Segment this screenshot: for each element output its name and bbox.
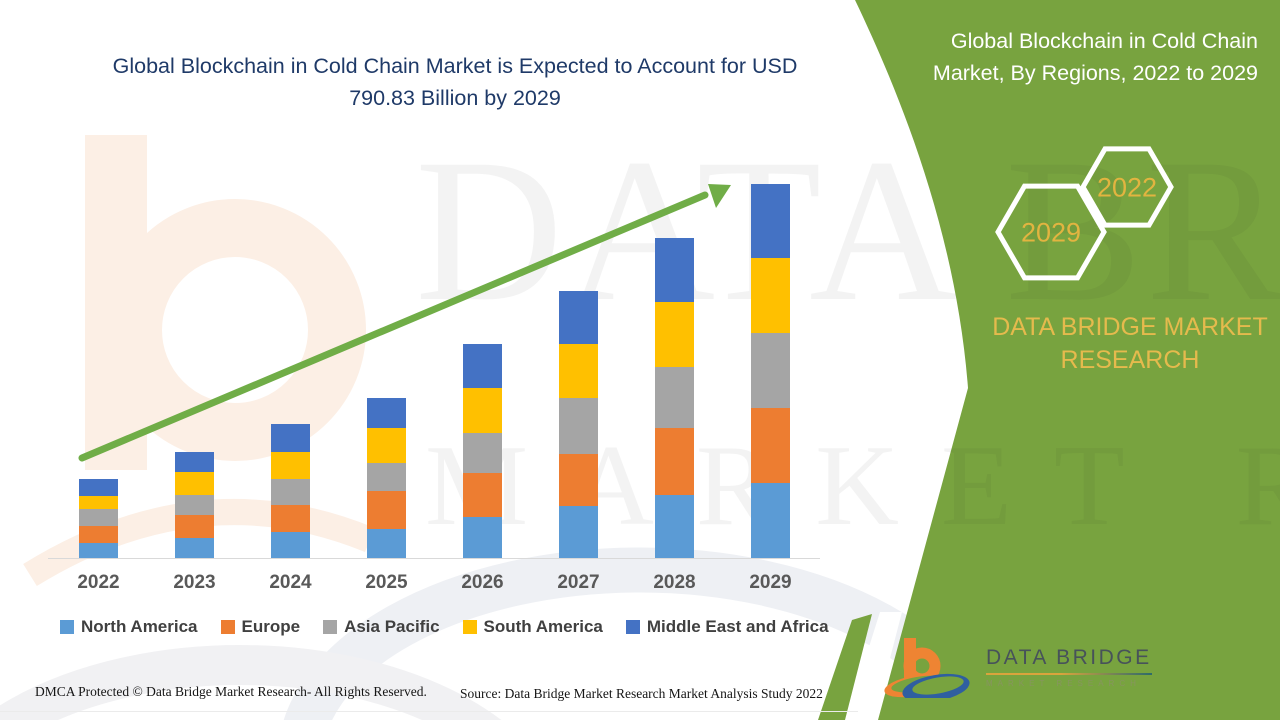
bar-segment-south-america [559, 343, 598, 398]
bar-segment-asia-pacific [559, 397, 598, 454]
bar-chart-area [79, 184, 790, 558]
stacked-bar-2028 [655, 238, 694, 558]
bar-segment-north-america [367, 529, 406, 558]
page-title: Global Blockchain in Cold Chain Market i… [55, 50, 855, 114]
bar-segment-south-america [655, 302, 694, 368]
legend-label: Middle East and Africa [646, 617, 829, 636]
bar-segment-europe [463, 473, 502, 517]
side-panel-title: Global Blockchain in Cold Chain Market, … [878, 25, 1270, 89]
bar-segment-europe [175, 515, 214, 538]
footer-divider-line [0, 711, 858, 712]
bar-segment-north-america [655, 495, 694, 558]
bar-segment-south-america [463, 388, 502, 434]
x-axis-label-2028: 2028 [653, 572, 696, 593]
legend-label: South America [483, 617, 603, 636]
bar-segment-south-america [271, 452, 310, 479]
bar-segment-europe [751, 408, 790, 483]
bar-segment-north-america [271, 532, 310, 558]
x-axis-label-2025: 2025 [365, 572, 408, 593]
bar-segment-asia-pacific [751, 333, 790, 408]
page-title-line1: Global Blockchain in Cold Chain Market i… [112, 54, 798, 78]
footer-dmca-text: DMCA Protected © Data Bridge Market Rese… [35, 684, 427, 699]
x-axis-label-2023: 2023 [173, 572, 216, 593]
bar-segment-north-america [751, 483, 790, 558]
legend-swatch [323, 620, 338, 634]
legend-swatch [462, 620, 477, 634]
bar-segment-asia-pacific [271, 479, 310, 505]
bar-segment-asia-pacific [79, 509, 118, 527]
bar-segment-europe [271, 505, 310, 532]
logo-underline [986, 673, 1152, 675]
panel-brand-line2: RESEARCH [1060, 346, 1200, 374]
legend-item-north-america: North America [60, 617, 198, 637]
bar-segment-europe [559, 453, 598, 506]
logo-b-icon [884, 638, 970, 698]
stacked-bar-2022 [79, 479, 118, 558]
legend-swatch [60, 620, 74, 634]
x-axis-label-2027: 2027 [557, 572, 600, 593]
bar-segment-south-america [79, 496, 118, 510]
panel-brand-line1: DATA BRIDGE MARKET [992, 313, 1268, 341]
bar-segment-south-america [175, 472, 214, 496]
x-axis-label-2024: 2024 [269, 572, 312, 593]
stacked-bar-2023 [175, 452, 214, 558]
legend-label: North America [81, 617, 198, 636]
bar-segment-asia-pacific [367, 463, 406, 491]
legend-item-middle-east-and-africa: Middle East and Africa [625, 617, 829, 637]
bar-segment-middle-east-and-africa [559, 290, 598, 344]
bar-segment-north-america [463, 517, 502, 558]
legend-item-south-america: South America [462, 617, 603, 637]
bar-segment-europe [367, 491, 406, 530]
bar-segment-north-america [559, 505, 598, 558]
bar-segment-middle-east-and-africa [271, 424, 310, 452]
legend-swatch [625, 620, 640, 634]
bar-segment-middle-east-and-africa [655, 238, 694, 303]
logo-subtitle-text: MARKET RESEARCH [986, 679, 1141, 688]
bar-segment-south-america [751, 258, 790, 333]
company-logo: DATA BRIDGE MARKET RESEARCH [884, 636, 1152, 698]
legend-label: Asia Pacific [344, 617, 440, 636]
stacked-bar-2026 [463, 344, 502, 558]
footer-source-text: Source: Data Bridge Market Research Mark… [460, 686, 823, 701]
stacked-bar-2029 [751, 184, 790, 558]
stacked-bar-2025 [367, 398, 406, 558]
bar-segment-middle-east-and-africa [463, 344, 502, 389]
bar-segment-asia-pacific [655, 367, 694, 429]
bar-segment-asia-pacific [463, 433, 502, 474]
x-axis-label-2026: 2026 [461, 572, 504, 593]
side-panel-title-line2: Market, By Regions, 2022 to 2029 [932, 61, 1258, 85]
bar-segment-europe [79, 526, 118, 544]
legend-label: Europe [241, 617, 301, 636]
hexagon-2029-label: 2029 [1020, 217, 1082, 248]
bar-segment-middle-east-and-africa [751, 184, 790, 258]
bar-segment-middle-east-and-africa [175, 452, 214, 473]
x-axis-labels: 2022 2023 2024 2025 2026 2027 2028 2029 [0, 572, 854, 598]
bar-segment-north-america [79, 543, 118, 558]
bar-segment-middle-east-and-africa [367, 398, 406, 429]
bar-segment-europe [655, 428, 694, 496]
bar-segment-asia-pacific [175, 495, 214, 516]
stacked-bar-2024 [271, 424, 310, 558]
side-panel-title-line1: Global Blockchain in Cold Chain [950, 29, 1258, 53]
bar-segment-north-america [175, 538, 214, 558]
legend-item-asia-pacific: Asia Pacific [323, 617, 440, 637]
bar-segment-south-america [367, 428, 406, 464]
chart-legend: North America Europe Asia Pacific South Ame… [60, 617, 829, 637]
logo-name-text: DATA BRIDGE [986, 646, 1152, 669]
hexagon-2022-label: 2022 [1096, 172, 1158, 203]
legend-swatch [220, 620, 235, 634]
x-axis-label-2022: 2022 [77, 572, 120, 593]
x-axis-label-2029: 2029 [749, 572, 792, 593]
x-axis-line [48, 558, 820, 559]
panel-brand-text: DATA BRIDGE MARKET RESEARCH [985, 311, 1275, 377]
stacked-bar-2027 [559, 290, 598, 558]
legend-item-europe: Europe [220, 617, 301, 637]
page-title-line2: 790.83 Billion by 2029 [349, 86, 561, 110]
bar-segment-middle-east-and-africa [79, 479, 118, 497]
